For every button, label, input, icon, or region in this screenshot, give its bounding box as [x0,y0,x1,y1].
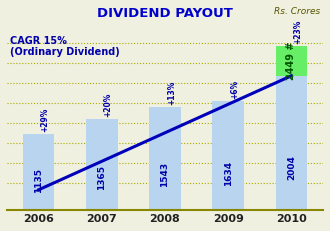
Text: 1135: 1135 [34,168,43,193]
Text: +13%: +13% [167,80,176,105]
Text: CAGR 15%
(Ordinary Dividend): CAGR 15% (Ordinary Dividend) [10,36,120,57]
Bar [149,107,181,210]
Bar [86,119,117,210]
Bar [276,76,307,210]
Text: 2004: 2004 [287,155,296,180]
Text: 2449 #: 2449 # [286,42,296,80]
Text: +20%: +20% [104,92,113,116]
Text: +6%: +6% [230,79,239,99]
Text: 1543: 1543 [160,162,170,187]
Bar [276,46,307,76]
Bar [213,100,244,210]
Bar [23,134,54,210]
Text: +29%: +29% [41,108,49,132]
Text: 1634: 1634 [224,161,233,186]
Title: DIVIDEND PAYOUT: DIVIDEND PAYOUT [97,7,233,20]
Text: 1365: 1365 [97,165,106,190]
Text: +23%: +23% [293,20,302,44]
Text: Rs. Crores: Rs. Crores [274,7,320,16]
